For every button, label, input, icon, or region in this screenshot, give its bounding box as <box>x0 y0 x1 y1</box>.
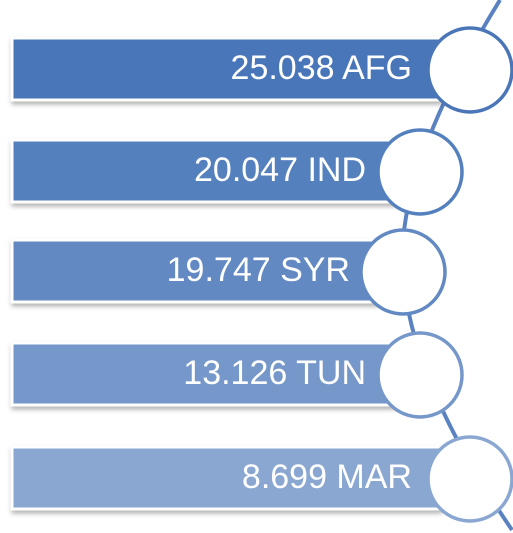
item-circle <box>426 435 513 523</box>
item-label: 20.047 IND <box>194 151 366 189</box>
item-label: 13.126 TUN <box>183 354 366 392</box>
item-bar <box>10 138 397 204</box>
item-circle <box>426 26 513 114</box>
item-label: 19.747 SYR <box>167 251 350 289</box>
item-circle <box>376 331 464 419</box>
item-bar <box>10 238 379 304</box>
item-label: 8.699 MAR <box>242 458 412 496</box>
item-circle <box>376 128 464 216</box>
item-label: 25.038 AFG <box>231 49 412 87</box>
item-circle <box>359 228 447 316</box>
